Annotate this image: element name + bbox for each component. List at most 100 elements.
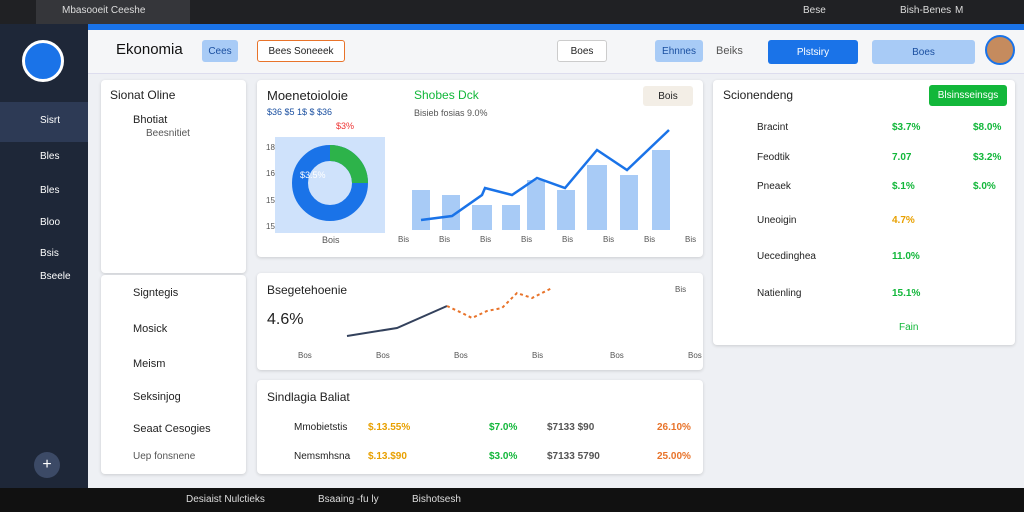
list-item[interactable]: Signtegis [133, 287, 179, 299]
x-label: Bis [685, 235, 697, 244]
row-cell[interactable]: Natienling [757, 288, 802, 299]
tab[interactable] [36, 0, 190, 24]
x-label: Bis [480, 235, 492, 244]
row-cell: $3.2% [973, 152, 1002, 163]
donut-chart [275, 137, 385, 233]
row-cell: 11.0% [892, 251, 920, 262]
taskbar-item[interactable]: Bishotsesh [412, 494, 461, 505]
nav-item[interactable]: Bseele [40, 271, 71, 282]
trend-card [257, 273, 703, 370]
user-status: Beesnitiet [146, 128, 190, 139]
table-cell: $3.0% [489, 451, 518, 462]
x-label: Bos [376, 351, 390, 360]
trend-line [346, 305, 448, 337]
taskbar-item[interactable]: Desiaist Nulctieks [186, 494, 265, 505]
x-label: Bis [603, 235, 615, 244]
table-cell: Mmobietstis [294, 422, 348, 433]
list-footer[interactable]: Uep fonsnene [133, 451, 196, 462]
card-title: Moenetoioloie [267, 88, 348, 103]
row-cell[interactable]: Uneoigin [757, 215, 797, 226]
right-card [713, 80, 1015, 345]
sidebar [0, 24, 88, 488]
logo [22, 40, 64, 82]
header-button[interactable]: Plstsiry [768, 40, 858, 64]
table-cell: Nemsmhsna [294, 451, 351, 462]
avatar[interactable] [985, 35, 1015, 65]
add-button[interactable]: + [34, 452, 60, 478]
header-button[interactable]: Ehnnes [655, 40, 703, 62]
bars [412, 150, 670, 230]
card-subtitle: $3% [336, 121, 355, 131]
row-cell[interactable]: Bracint [757, 122, 789, 133]
table-cell: 26.10% [657, 422, 691, 433]
header-button[interactable]: Boes [872, 40, 975, 64]
accent-bar [0, 24, 1024, 30]
tab-title[interactable]: Mbasooeit Ceeshe [62, 5, 146, 16]
table-card [257, 380, 703, 474]
taskbar [0, 488, 1024, 512]
card-title: Sionat Oline [110, 88, 176, 102]
list-item[interactable]: Mosick [133, 323, 168, 335]
header-dropdown[interactable]: Bees Soneeek [257, 40, 345, 62]
y-label: 15 [266, 222, 275, 231]
table-cell: $.13.55% [368, 422, 411, 433]
trend-value: 4.6% [267, 311, 304, 328]
card-subtitle: $36 $5 1$ $ $36 [267, 107, 333, 117]
x-label: Bos [298, 351, 312, 360]
row-cell[interactable]: Uecedinghea [757, 251, 816, 262]
active-item [0, 102, 88, 142]
donut-segment [329, 145, 368, 184]
header-button[interactable]: Cees [202, 40, 238, 62]
tab-title[interactable]: Bese [803, 5, 826, 16]
row-cell[interactable]: Pneaek [757, 181, 791, 192]
card-title: Scionendeng [723, 88, 794, 102]
list-item[interactable]: Meism [133, 358, 166, 370]
user-name: Bhotiat [133, 114, 168, 126]
y-label: 15 [266, 196, 275, 205]
row-cell: $8.0% [973, 122, 1002, 133]
x-label: Bis [644, 235, 656, 244]
card-title: Sindlagia Baliat [267, 390, 350, 404]
donut-label: $3.5% [300, 170, 326, 180]
list-item[interactable]: Seaat Cesogies [133, 423, 211, 435]
table-cell: $7133 5790 [547, 451, 600, 462]
table-cell: $.13.$90 [368, 451, 407, 462]
card-title: Bsegetehoenie [267, 283, 348, 297]
header-link[interactable]: Beiks [716, 45, 743, 57]
row-cell[interactable]: Feodtik [757, 152, 790, 163]
x-label: Bis [398, 235, 410, 244]
row-cell: 7.07 [892, 152, 912, 163]
badge: Shobes Dck [414, 88, 479, 102]
table-cell: 25.00% [657, 451, 691, 462]
list-card [101, 275, 246, 474]
nav-item[interactable]: Bsis [40, 248, 59, 259]
row-cell: 4.7% [892, 215, 915, 226]
table-cell: $7.0% [489, 422, 518, 433]
app-title: Ekonomia [116, 41, 183, 58]
app-header [88, 30, 1024, 74]
donut-caption: Bois [322, 235, 340, 245]
row-cell: $.1% [892, 181, 915, 192]
x-label: Bis [532, 351, 544, 360]
header-select[interactable]: Boes [557, 40, 607, 62]
tab-title[interactable]: M [955, 5, 964, 16]
list-item[interactable]: Seksinjog [133, 391, 181, 403]
combo-chart [412, 129, 670, 230]
x-label: Bos [688, 351, 702, 360]
row-cell: $3.7% [892, 122, 921, 133]
nav-item[interactable]: Bloo [40, 217, 61, 228]
row-cell: 15.1% [892, 288, 921, 299]
taskbar-item[interactable]: Bsaaing -fu ly [318, 494, 379, 505]
nav-item[interactable]: Sisrt [40, 115, 60, 126]
online-card [101, 80, 246, 273]
row-footer: Fain [899, 322, 919, 333]
corner-label: Bis [675, 285, 687, 294]
nav-item[interactable]: Bles [40, 185, 60, 196]
tab-title[interactable]: Bish-Benes [900, 5, 952, 16]
card-button[interactable]: Bois [643, 86, 693, 106]
nav-item[interactable]: Bles [40, 151, 60, 162]
right-button[interactable]: Blsinsseinsgs [929, 85, 1007, 106]
table-cell: $7133 $90 [547, 422, 595, 433]
x-label: Bis [439, 235, 451, 244]
row-cell: $.0% [973, 181, 996, 192]
